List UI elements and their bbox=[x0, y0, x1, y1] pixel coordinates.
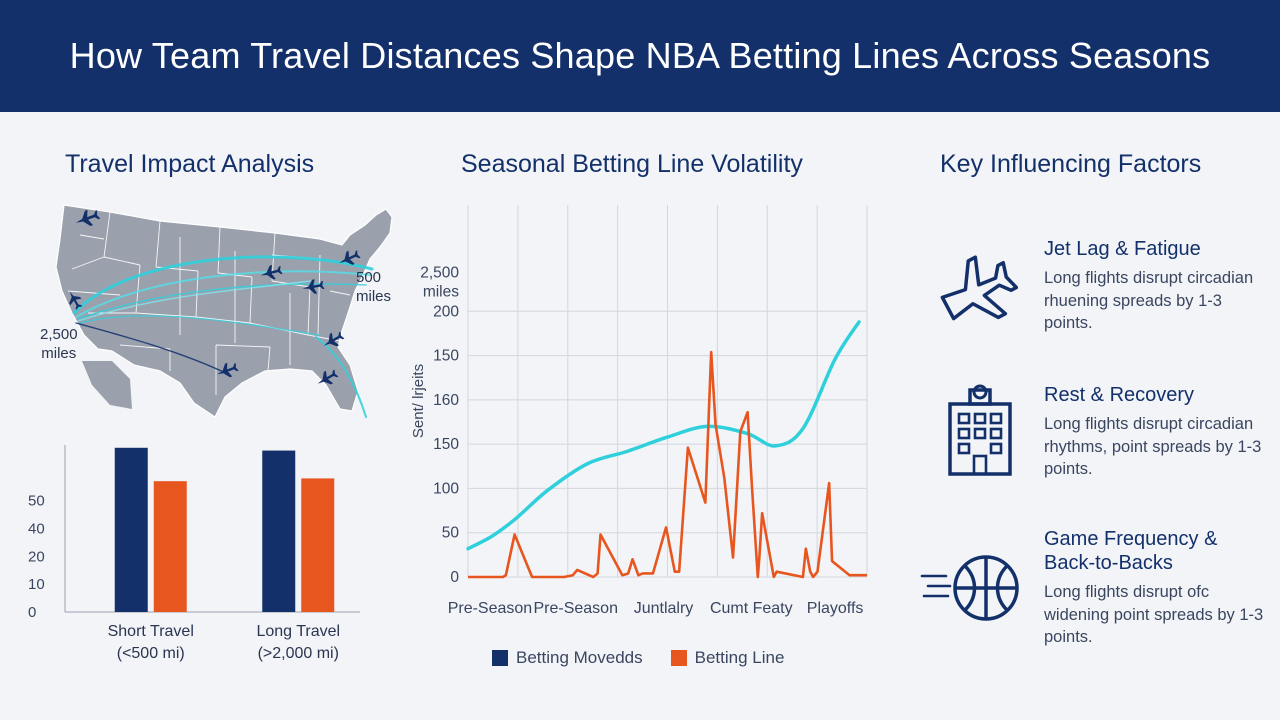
factor-text-game-frequency: Long flights disrupt ofc widening point … bbox=[1044, 583, 1264, 646]
travel-section-title: Travel Impact Analysis bbox=[65, 150, 315, 178]
line-x-tick-label: Pre-Season bbox=[533, 600, 618, 617]
line-y-tick-label: 150 bbox=[433, 348, 459, 365]
factor-title-jet-lag: Jet Lag & Fatigue bbox=[1044, 238, 1201, 260]
bar-1-0 bbox=[262, 450, 296, 612]
factor-text-jet-lag: Long flights disrupt circadian rhuening … bbox=[1044, 269, 1254, 332]
line-chart-legend: Betting Movedds Betting Line bbox=[492, 648, 784, 668]
line-x-tick-label: Playoffs bbox=[807, 600, 864, 617]
line-y-tick-label: 50 bbox=[442, 525, 460, 542]
factor-text-rest: Long flights disrupt circadian rhythms, … bbox=[1044, 415, 1262, 478]
page-title: How Team Travel Distances Shape NBA Bett… bbox=[69, 35, 1211, 76]
airplane-marker-icon bbox=[75, 209, 101, 226]
bar-category-label: Short Travel (<500 mi) bbox=[108, 623, 194, 662]
series-betting-line bbox=[468, 350, 867, 579]
map-label-east: 500 miles bbox=[356, 269, 392, 305]
series-betting-movedds-line bbox=[466, 320, 861, 551]
line-y-tick-label: 200 bbox=[433, 303, 459, 320]
airplane-icon bbox=[940, 255, 1018, 321]
airplane-marker-icon bbox=[323, 331, 345, 347]
bar-y-tick-label: 0 bbox=[28, 604, 36, 621]
basketball-icon bbox=[920, 555, 1019, 621]
bar-y-tick-label: 10 bbox=[28, 576, 45, 593]
airplane-marker-icon bbox=[69, 291, 83, 310]
map-label-west: 2,500 miles bbox=[40, 326, 78, 362]
line-x-tick-label: Pre-Season bbox=[448, 600, 533, 617]
flight-paths bbox=[72, 255, 374, 418]
bar-0-0 bbox=[114, 447, 148, 612]
factors-section-title: Key Influencing Factors bbox=[940, 150, 1202, 178]
factor-title-rest: Rest & Recovery bbox=[1044, 384, 1195, 406]
bar-y-tick-label: 40 bbox=[28, 521, 45, 538]
airplane-marker-icon bbox=[317, 369, 339, 385]
line-y-tick-label: 160 bbox=[433, 392, 459, 409]
bar-1-1 bbox=[301, 478, 335, 612]
airplane-marker-icon bbox=[216, 362, 239, 378]
hotel-building-icon bbox=[948, 384, 1012, 476]
bar-y-tick-label: 20 bbox=[28, 548, 45, 565]
map-airplane-markers bbox=[69, 209, 361, 385]
factor-title-game-frequency: Game Frequency & Back-to-Backs bbox=[1044, 528, 1218, 574]
travel-bar-chart: 0 10 20 40 50 Short Travel (<500 mi) Long Trave… bbox=[28, 445, 360, 662]
header-banner: How Team Travel Distances Shape NBA Bett… bbox=[0, 0, 1280, 112]
line-y-tick-label: 150 bbox=[433, 436, 459, 453]
legend-label-movedds: Betting Movedds bbox=[516, 648, 643, 667]
airplane-marker-icon bbox=[339, 250, 361, 265]
mexico-outline bbox=[82, 361, 132, 409]
airplane-marker-icon bbox=[302, 279, 325, 294]
line-y-tick-label: 2,500 miles bbox=[420, 264, 459, 300]
bar-category-label: Long Travel (>2,000 mi) bbox=[256, 623, 340, 662]
bar-0-1 bbox=[153, 481, 187, 612]
airplane-marker-icon bbox=[260, 265, 283, 280]
line-y-tick-label: 100 bbox=[433, 480, 459, 497]
line-y-axis-label: Sent/ lrjeits bbox=[410, 364, 427, 438]
legend-swatch-movedds bbox=[492, 650, 508, 666]
legend-label-betting-line: Betting Line bbox=[694, 648, 785, 667]
volatility-section-title: Seasonal Betting Line Volatility bbox=[461, 150, 803, 178]
line-y-tick-label: 0 bbox=[450, 569, 459, 586]
line-x-tick-label: Juntlalry bbox=[634, 600, 694, 617]
bar-y-tick-label: 50 bbox=[28, 493, 45, 510]
legend-swatch-betting-line bbox=[670, 650, 687, 666]
volatility-line-chart: 0 50 100 150 160 150 200 2,500 miles Sent/ lrjeit… bbox=[410, 205, 868, 617]
line-x-tick-label: Cumt Featy bbox=[710, 600, 793, 617]
us-travel-map bbox=[55, 204, 393, 418]
